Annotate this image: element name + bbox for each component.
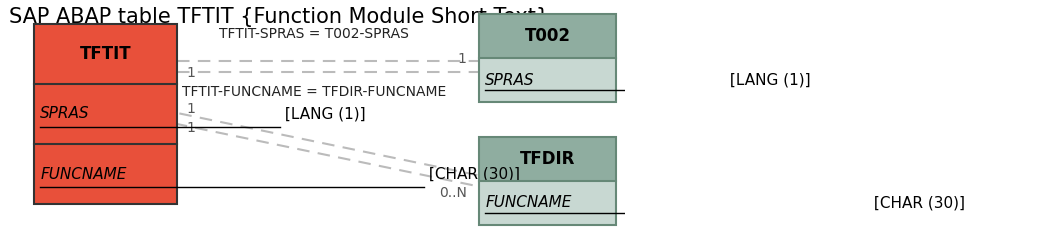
Text: FUNCNAME: FUNCNAME <box>41 167 127 182</box>
Text: 1: 1 <box>186 121 195 135</box>
Text: 1: 1 <box>186 66 195 80</box>
Text: [LANG (1)]: [LANG (1)] <box>279 106 366 121</box>
Text: TFDIR: TFDIR <box>520 150 576 168</box>
Text: SPRAS: SPRAS <box>41 106 89 121</box>
Text: FUNCNAME: FUNCNAME <box>485 196 571 210</box>
FancyBboxPatch shape <box>479 181 616 225</box>
FancyBboxPatch shape <box>34 84 177 144</box>
Text: [CHAR (30)]: [CHAR (30)] <box>424 167 520 182</box>
Text: 1: 1 <box>186 102 195 116</box>
FancyBboxPatch shape <box>479 137 616 181</box>
FancyBboxPatch shape <box>479 14 616 58</box>
Text: 1: 1 <box>458 52 467 67</box>
Text: SPRAS: SPRAS <box>485 73 535 88</box>
Text: SAP ABAP table TFTIT {Function Module Short Text}: SAP ABAP table TFTIT {Function Module Sh… <box>9 7 550 27</box>
FancyBboxPatch shape <box>34 24 177 84</box>
FancyBboxPatch shape <box>34 144 177 204</box>
Text: TFTIT-FUNCNAME = TFDIR-FUNCNAME: TFTIT-FUNCNAME = TFDIR-FUNCNAME <box>182 85 446 99</box>
Text: 0..N: 0..N <box>438 186 467 200</box>
Text: [LANG (1)]: [LANG (1)] <box>725 73 810 88</box>
Text: [CHAR (30)]: [CHAR (30)] <box>869 196 965 210</box>
Text: T002: T002 <box>525 27 570 45</box>
Text: TFTIT: TFTIT <box>80 45 131 63</box>
Text: TFTIT-SPRAS = T002-SPRAS: TFTIT-SPRAS = T002-SPRAS <box>219 27 409 41</box>
FancyBboxPatch shape <box>479 58 616 102</box>
